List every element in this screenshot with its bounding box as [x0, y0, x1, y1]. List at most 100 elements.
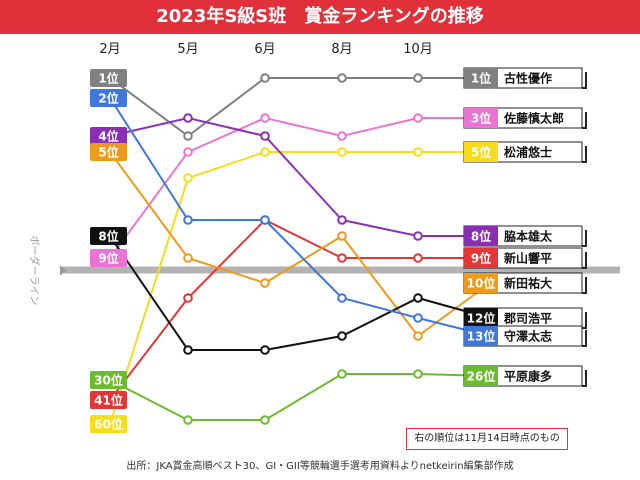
end-label: 5位 松浦悠士 — [463, 141, 587, 163]
x-tick-label: 5月 — [177, 42, 198, 57]
data-point — [260, 113, 270, 123]
series-name-label: 新田祐大 — [504, 276, 552, 291]
end-rank-text: 1位 — [471, 71, 491, 86]
end-label-shadow — [582, 277, 587, 294]
chart-title: 2023年S級S班 賞金ランキングの推移 — [0, 0, 640, 34]
end-label: 8位 脇本雄太 — [463, 225, 587, 247]
start-rank-text: 2位 — [98, 91, 118, 106]
data-point — [413, 73, 423, 83]
end-label-shadow — [582, 72, 587, 89]
end-label: 26位 平原康多 — [463, 365, 587, 387]
start-rank-label: 2位 — [90, 89, 127, 107]
data-point — [260, 345, 270, 355]
end-rank-text: 12位 — [467, 311, 496, 326]
data-point — [413, 147, 423, 157]
data-point — [337, 293, 347, 303]
data-point — [183, 345, 193, 355]
data-point — [260, 215, 270, 225]
start-rank-label: 4位 — [90, 127, 127, 145]
end-rank-text: 8位 — [471, 229, 491, 244]
series-line — [109, 97, 491, 337]
series-name-label: 守澤太志 — [504, 329, 552, 344]
data-point — [413, 231, 423, 241]
end-rank-text: 9位 — [471, 251, 491, 266]
end-label-shadow — [582, 252, 587, 269]
data-point — [260, 73, 270, 83]
start-rank-box — [90, 391, 127, 409]
data-point — [413, 293, 423, 303]
end-label: 1位 古性優作 — [463, 67, 587, 89]
end-label-shadow — [582, 370, 587, 387]
data-point — [183, 253, 193, 263]
series-name-label: 平原康多 — [504, 369, 552, 384]
data-point — [337, 147, 347, 157]
data-point — [337, 253, 347, 263]
series-name-label: 松浦悠士 — [504, 145, 552, 160]
series-name-label: 郡司浩平 — [503, 311, 552, 326]
end-rank-box — [464, 273, 498, 293]
end-rank-box — [464, 366, 498, 386]
data-point — [337, 369, 347, 379]
data-point — [260, 147, 270, 157]
start-rank-label: 5位 — [90, 143, 127, 161]
start-rank-text: 4位 — [98, 129, 118, 144]
series-line — [109, 151, 490, 425]
data-point — [183, 131, 193, 141]
end-rank-box — [464, 108, 498, 128]
end-label: 12位 郡司浩平 — [463, 307, 587, 329]
end-label: 9位 新山響平 — [463, 247, 587, 269]
data-point — [413, 253, 423, 263]
start-rank-box — [90, 227, 127, 245]
end-rank-text: 3位 — [471, 111, 491, 126]
end-rank-box — [464, 326, 498, 346]
series-name-label: 古性優作 — [504, 71, 552, 86]
start-rank-label: 8位 — [90, 227, 127, 245]
start-rank-text: 9位 — [98, 251, 118, 266]
start-rank-box — [90, 89, 127, 107]
series-line — [109, 116, 490, 237]
data-point — [413, 313, 423, 323]
end-label: 10位 新田祐大 — [463, 272, 587, 294]
series-line — [109, 235, 491, 351]
border-line — [60, 266, 620, 274]
start-rank-box — [90, 127, 127, 145]
end-rank-box — [464, 226, 498, 246]
data-point — [337, 131, 347, 141]
start-rank-label: 30位 — [90, 371, 127, 389]
data-point — [413, 331, 423, 341]
data-point — [337, 215, 347, 225]
note-box: 右の順位は11月14日時点のもの — [406, 428, 568, 450]
end-rank-text: 13位 — [467, 329, 496, 344]
start-rank-text: 60位 — [94, 417, 123, 432]
series-name-label: 佐藤慎太郎 — [503, 111, 564, 126]
start-rank-label: 41位 — [90, 391, 127, 409]
start-rank-label: 9位 — [90, 249, 127, 267]
end-rank-text: 26位 — [467, 369, 496, 384]
data-point — [183, 415, 193, 425]
end-label-shadow — [582, 146, 587, 163]
data-point — [183, 215, 193, 225]
data-point — [260, 415, 270, 425]
end-rank-text: 10位 — [467, 276, 496, 291]
data-point — [337, 331, 347, 341]
x-tick-label: 6月 — [254, 42, 275, 57]
end-label-shadow — [582, 230, 587, 247]
end-label: 3位 佐藤慎太郎 — [463, 107, 587, 129]
end-rank-box — [464, 248, 498, 268]
series-name-label: 脇本雄太 — [504, 229, 553, 244]
start-rank-text: 5位 — [98, 145, 118, 160]
end-rank-box — [464, 308, 498, 328]
source-text: 出所：JKA賞金高順ベスト30、GI・GII等競輪選手選考用資料よりnetkei… — [126, 461, 514, 472]
end-label: 13位 守澤太志 — [463, 325, 587, 347]
border-line-label: ボーダーライン — [28, 236, 41, 306]
end-label-shadow — [582, 330, 587, 347]
border-arrow-icon — [60, 265, 67, 276]
data-point — [413, 369, 423, 379]
data-point — [260, 131, 270, 141]
end-label-shadow — [582, 312, 587, 329]
start-rank-text: 30位 — [94, 373, 123, 388]
data-point — [260, 278, 270, 288]
start-rank-label: 60位 — [90, 415, 127, 433]
data-point — [183, 113, 193, 123]
